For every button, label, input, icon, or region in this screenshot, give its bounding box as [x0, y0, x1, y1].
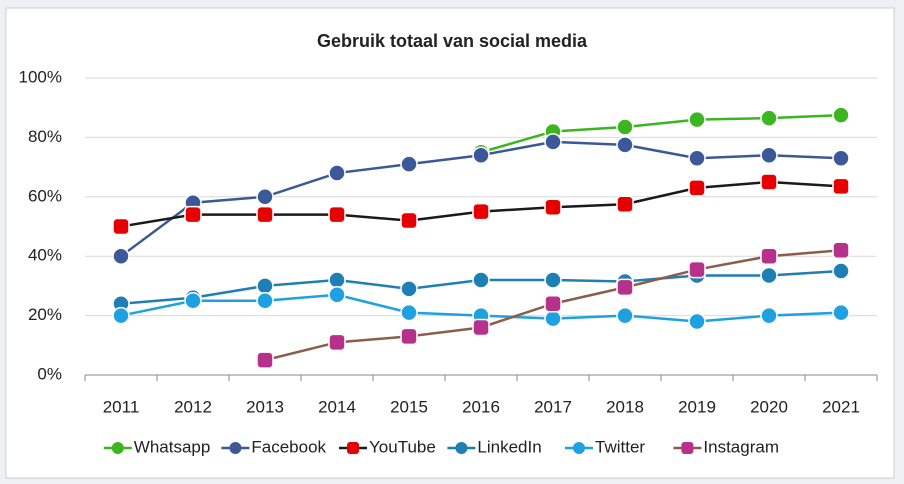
point [616, 195, 634, 213]
x-tick-label: 2018 [606, 397, 644, 416]
y-tick-label: 60% [28, 186, 62, 205]
point [472, 202, 490, 221]
point [400, 303, 418, 322]
point [256, 292, 274, 310]
point [328, 271, 346, 289]
point [256, 351, 274, 369]
legend-marker [573, 442, 585, 454]
legend-marker [111, 442, 124, 454]
y-tick-label: 20% [28, 305, 62, 324]
series-line [480, 113, 842, 154]
point [256, 188, 274, 206]
chart-title: Gebruik totaal van social media [317, 31, 588, 51]
legend-marker [229, 442, 242, 454]
point [544, 271, 562, 289]
x-tick-label: 2012 [174, 397, 212, 416]
point [400, 280, 418, 298]
legend-label: Facebook [251, 437, 326, 456]
point [112, 247, 130, 265]
point [832, 241, 850, 260]
point [400, 155, 418, 173]
x-tick-label: 2021 [822, 397, 860, 416]
point [328, 164, 346, 182]
legend-label: Twitter [595, 437, 645, 456]
y-tick-label: 40% [28, 246, 62, 265]
point [832, 303, 850, 322]
point [112, 306, 130, 325]
x-tick-label: 2015 [390, 397, 428, 416]
point [544, 309, 562, 328]
point [688, 312, 706, 331]
point [760, 173, 778, 191]
point [400, 327, 418, 346]
point [760, 266, 778, 285]
legend-marker [681, 442, 694, 454]
point [472, 146, 490, 164]
point [328, 333, 346, 352]
x-tick-label: 2013 [246, 397, 284, 416]
point [400, 211, 418, 230]
point [184, 292, 202, 310]
point [832, 149, 850, 167]
x-tick-label: 2016 [462, 397, 500, 416]
point [832, 177, 850, 196]
y-tick-label: 0% [37, 364, 62, 383]
point [760, 306, 778, 325]
x-tick-label: 2014 [318, 397, 356, 416]
point [760, 146, 778, 164]
x-tick-label: 2019 [678, 397, 716, 416]
point [112, 217, 130, 236]
chart-frame [5, 7, 895, 479]
point [616, 278, 634, 297]
y-tick-label: 100% [19, 67, 62, 86]
point [472, 318, 490, 337]
point [832, 262, 850, 280]
point [688, 179, 706, 197]
legend-label: YouTube [369, 437, 436, 456]
point [760, 109, 778, 127]
x-tick-label: 2011 [103, 397, 140, 416]
legend-label: LinkedIn [477, 437, 541, 456]
point [256, 205, 274, 224]
point [832, 106, 850, 124]
point [688, 110, 706, 129]
legend-label: Instagram [703, 437, 779, 456]
y-tick-label: 80% [28, 127, 62, 146]
point [688, 149, 706, 167]
x-tick-label: 2017 [534, 397, 572, 416]
legend-marker [455, 442, 468, 454]
point [184, 205, 202, 224]
point [544, 133, 562, 151]
point [760, 247, 778, 265]
point [616, 306, 634, 325]
point [328, 286, 346, 304]
legend-marker [347, 442, 359, 454]
point [472, 271, 490, 289]
legend-label: Whatsapp [134, 437, 211, 456]
point [544, 198, 562, 216]
point [688, 260, 706, 279]
point [544, 294, 562, 313]
point [616, 136, 634, 154]
point [256, 277, 274, 295]
x-tick-label: 2020 [750, 397, 788, 416]
point [616, 118, 634, 136]
point [328, 205, 346, 224]
